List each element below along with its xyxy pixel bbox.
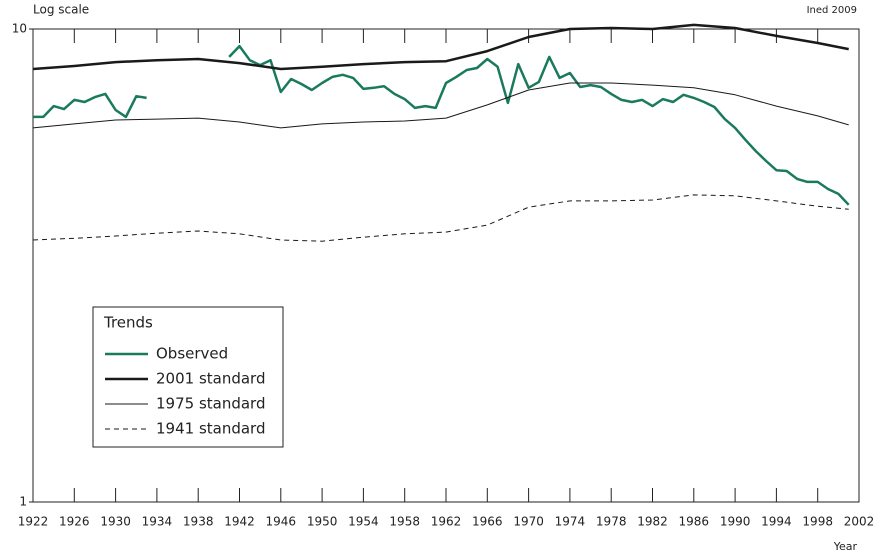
x-tick-label: 1986 (679, 515, 710, 529)
x-tick-label: 1954 (348, 515, 379, 529)
x-tick-label: 1962 (431, 515, 462, 529)
x-tick-label: 2002 (844, 515, 875, 529)
y-tick-label: 1 (19, 495, 27, 509)
legend-title: Trends (103, 314, 153, 332)
x-tick-label: 1958 (389, 515, 420, 529)
legend-label: 2001 standard (156, 370, 265, 388)
x-tick-label: 1978 (596, 515, 627, 529)
legend-box (92, 306, 284, 448)
x-tick-label: 1970 (513, 515, 544, 529)
x-tick-label: 1994 (761, 515, 792, 529)
x-tick-label: 1974 (555, 515, 586, 529)
x-tick-label: 1998 (802, 515, 833, 529)
x-tick-label: 1926 (59, 515, 90, 529)
series-line (33, 44, 850, 206)
series-line (32, 194, 849, 242)
x-axis-label: Year (833, 540, 858, 553)
legend-label: 1941 standard (156, 420, 265, 438)
x-tick-label: 1942 (224, 515, 255, 529)
x-tick-label: 1990 (720, 515, 751, 529)
x-tick-label: 1946 (266, 515, 297, 529)
x-tick-label: 1934 (142, 515, 173, 529)
y-axis-label: Log scale (33, 3, 89, 17)
x-tick-label: 1938 (183, 515, 214, 529)
x-tick-label: 1922 (18, 515, 49, 529)
legend-label: 1975 standard (156, 395, 265, 413)
x-tick-label: 1982 (637, 515, 668, 529)
y-tick-label: 10 (12, 22, 27, 36)
x-tick-label: 1950 (307, 515, 338, 529)
source: Ined 2009 (807, 5, 857, 16)
x-tick-label: 1930 (100, 515, 131, 529)
series-line (32, 23, 849, 71)
legend-label: Observed (156, 345, 228, 363)
x-tick-label: 1966 (472, 515, 503, 529)
series-line (32, 82, 849, 129)
